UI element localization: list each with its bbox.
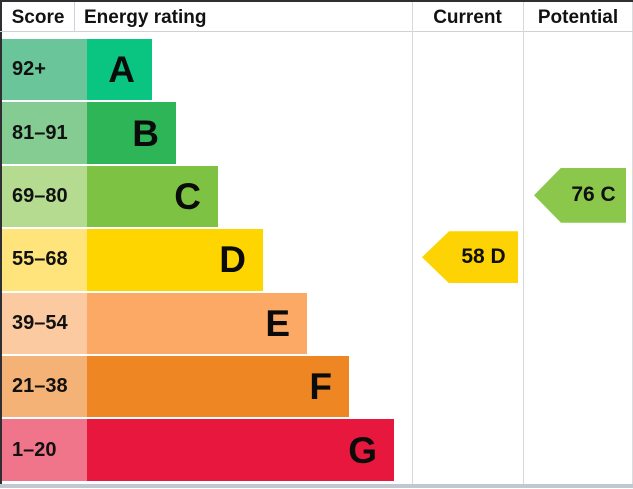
band-letter: A (108, 49, 135, 91)
band-letter: C (174, 175, 201, 217)
band-letter: D (219, 239, 246, 281)
band-score-range-label: 1–20 (12, 438, 57, 461)
band-row: 92+ A (2, 39, 633, 102)
potential-column-divider (523, 2, 524, 484)
frame-left-border (0, 0, 2, 484)
current-rating-label: 58 D (461, 245, 506, 269)
energy-rating-column-header: Energy rating (84, 7, 207, 28)
band-letter: G (348, 429, 377, 471)
band-score-range: 55–68 (2, 229, 87, 291)
rating-bands: 92+ A 81–91 B 69–80 C 55–68 D 39–54 E 21… (2, 39, 633, 483)
band-bar: B (87, 102, 176, 164)
band-row: 81–91 B (2, 102, 633, 165)
band-score-range: 92+ (2, 39, 87, 101)
band-bar: D (87, 229, 263, 291)
band-row: 69–80 C (2, 165, 633, 229)
band-score-range: 69–80 (2, 165, 87, 228)
band-row: 1–20 G (2, 419, 633, 482)
frame-top-border (0, 0, 633, 2)
band-row: 39–54 E (2, 292, 633, 356)
band-score-range-label: 21–38 (12, 375, 68, 398)
band-letter: F (309, 366, 332, 408)
band-score-range: 21–38 (2, 355, 87, 418)
band-bar: C (87, 165, 218, 228)
band-score-range: 39–54 (2, 292, 87, 354)
band-score-range-label: 39–54 (12, 311, 68, 334)
header-bottom-divider (0, 31, 633, 32)
band-score-range-label: 81–91 (12, 121, 68, 144)
potential-column-header: Potential (537, 7, 619, 28)
band-score-range-label: 69–80 (12, 184, 68, 207)
band-score-range-label: 55–68 (12, 248, 68, 271)
current-column-divider (412, 2, 413, 484)
band-score-range-label: 92+ (12, 58, 46, 81)
score-header-divider (74, 2, 75, 31)
score-column-header: Score (11, 7, 65, 28)
band-bar: G (87, 419, 394, 481)
band-bar: A (87, 39, 152, 101)
band-bar: F (87, 355, 349, 418)
band-row: 21–38 F (2, 355, 633, 419)
band-bar: E (87, 292, 307, 354)
band-letter: E (265, 302, 290, 344)
current-column-header: Current (433, 7, 502, 28)
band-score-range: 81–91 (2, 102, 87, 164)
bottom-divider (0, 484, 633, 488)
potential-rating-label: 76 C (571, 183, 616, 207)
band-row: 55–68 D (2, 229, 633, 292)
band-letter: B (132, 112, 159, 154)
band-score-range: 1–20 (2, 419, 87, 481)
